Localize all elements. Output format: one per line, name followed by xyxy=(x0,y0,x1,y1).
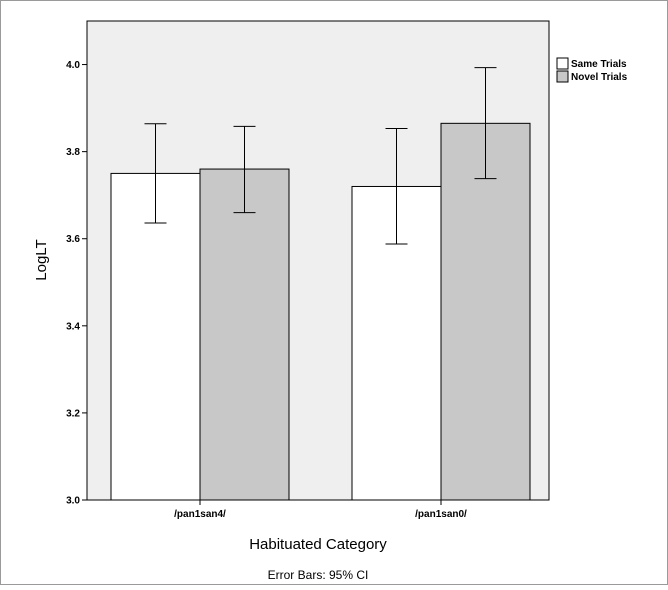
y-tick-label-2: 3.4 xyxy=(66,321,80,332)
legend: Same Trials Novel Trials xyxy=(556,57,628,83)
y-axis-title: LogLT xyxy=(33,239,50,280)
error-bars xyxy=(144,67,497,245)
x-axis-title: Habituated Category xyxy=(249,536,387,553)
legend-swatch-novel-trials xyxy=(556,70,569,83)
legend-label-novel-trials: Novel Trials xyxy=(571,72,628,83)
footnote: Error Bars: 95% CI xyxy=(268,568,369,582)
legend-label-same-trials: Same Trials xyxy=(571,59,627,70)
y-tick-label-0: 3.0 xyxy=(66,496,80,507)
x-axis: /pan1san4/ /pan1san0/ xyxy=(87,499,549,520)
legend-swatch-same-trials xyxy=(556,57,569,70)
y-tick-label-1: 3.2 xyxy=(66,408,80,419)
bar-novel-1 xyxy=(440,122,531,501)
y-tick-label-3: 3.6 xyxy=(66,234,80,245)
x-tick-label-1: /pan1san0/ xyxy=(415,509,467,520)
bar-novel-0 xyxy=(199,168,290,501)
bars xyxy=(110,122,531,501)
y-axis: 3.0 3.2 3.4 3.6 3.8 4.0 xyxy=(66,60,87,507)
x-tick-label-0: /pan1san4/ xyxy=(174,509,226,520)
y-tick-label-4: 3.8 xyxy=(66,147,80,158)
y-tick-label-5: 4.0 xyxy=(66,60,80,71)
bar-same-0 xyxy=(110,172,201,501)
